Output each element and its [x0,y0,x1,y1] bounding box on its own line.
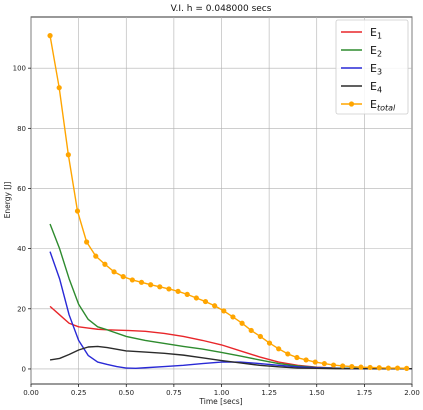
grid [30,17,413,384]
data-point-etotal [184,291,190,297]
series-etotal [47,33,410,371]
data-point-etotal [376,365,382,371]
ticks: 0.00 0.25 0.50 0.75 1.00 1.25 1.50 1.75 2.00 0 20 4… [13,65,420,397]
data-point-etotal [93,253,99,259]
data-point-etotal [321,360,327,367]
data-point-etotal [157,284,163,290]
data-point-etotal [303,357,309,363]
y-tick-label: 0 [22,365,26,373]
series-e4 [49,345,412,370]
data-point-etotal [129,277,135,283]
data-point-etotal [404,365,410,371]
data-point-etotal [358,364,364,370]
x-tick-label: 1.25 [261,389,277,397]
x-tick-label: 1.50 [309,389,325,397]
data-point-etotal [266,340,273,346]
data-point-etotal [65,152,71,158]
legend-label: E1 [370,26,382,41]
data-point-etotal [175,288,181,294]
data-point-etotal [367,364,373,371]
y-tick-label: 20 [17,305,26,313]
data-point-etotal [193,295,199,301]
data-point-etotal [56,85,62,91]
series-line-e4 [49,345,412,370]
data-point-etotal [239,320,245,326]
x-tick-label: 0.25 [71,389,87,397]
data-point-etotal [285,351,291,357]
data-point-etotal [102,261,108,267]
series-line-etotal [49,35,407,370]
legend-label: Etotal [370,98,396,113]
data-point-etotal [312,359,318,365]
x-tick-label: 0.75 [166,389,182,397]
data-point-etotal [330,362,337,368]
y-tick-label: 60 [17,185,26,193]
data-point-etotal [276,346,282,352]
y-tick-label: 40 [17,245,26,253]
legend-label: E2 [370,44,382,59]
legend-label: E3 [370,62,382,77]
data-point-etotal [212,303,218,309]
y-tick-label: 80 [17,125,26,133]
x-tick-label: 0.50 [118,389,134,397]
data-point-etotal [120,274,126,280]
data-point-etotal [84,239,90,245]
legend-item-e2: E2 [341,44,382,59]
data-point-etotal [349,363,355,370]
x-tick-label: 2.00 [404,389,420,397]
data-point-etotal [294,354,300,361]
legend-marker [348,101,355,107]
x-tick-label: 1.75 [357,389,373,397]
data-point-etotal [74,208,81,214]
series-layer [47,33,412,371]
data-point-etotal [221,308,227,314]
data-point-etotal [394,365,401,371]
y-tick-label: 100 [13,65,26,73]
data-point-etotal [148,282,154,288]
data-point-etotal [202,298,209,305]
data-point-etotal [47,33,53,39]
legend-box [335,19,409,115]
data-point-etotal [166,286,172,292]
x-tick-label: 0.00 [23,389,39,397]
y-axis-label: Energy [J] [3,182,12,219]
legend-item-e3: E3 [341,62,382,77]
data-point-etotal [385,365,391,371]
legend-label: E4 [370,80,382,95]
legend-item-e1: E1 [341,26,382,41]
data-point-etotal [257,333,263,340]
x-axis-label: Time [secs] [198,397,242,406]
legend-item-e4: E4 [341,80,382,95]
chart-title: V.I. h = 0.048000 secs [171,4,272,14]
legend: E1 E2 E3 E4 Etotal [335,19,409,115]
data-point-etotal [248,327,254,334]
legend-item-etotal: Etotal [341,98,396,113]
data-point-etotal [138,279,145,285]
data-point-etotal [340,363,346,369]
x-tick-label: 1.00 [214,389,230,397]
data-point-etotal [111,269,117,275]
data-point-etotal [230,314,236,320]
